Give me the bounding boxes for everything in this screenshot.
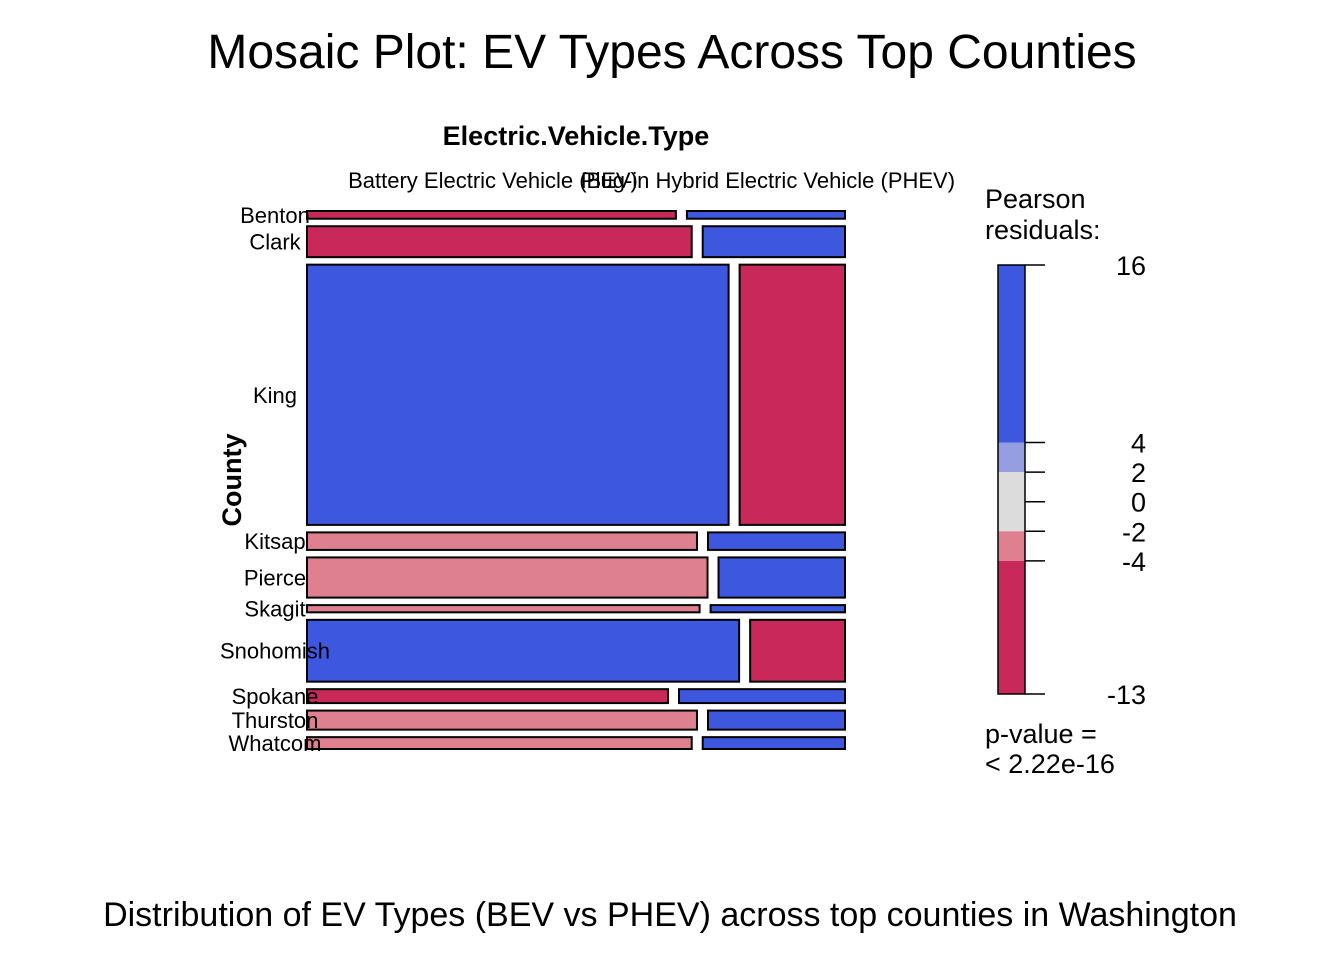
- legend-tick-label: -13: [1107, 680, 1146, 710]
- legend-band-neg-strong: [998, 560, 1025, 694]
- row-label-king: King: [253, 383, 297, 408]
- tile-pierce-phev: [717, 556, 847, 599]
- legend-tick-label: -2: [1122, 517, 1146, 547]
- row-label-pierce: Pierce: [244, 566, 306, 591]
- legend-band-pos-strong: [998, 265, 1025, 443]
- legend-ticks: 16 420-2-4 -13: [1025, 251, 1146, 710]
- tile-benton-phev: [685, 210, 847, 220]
- column-variable-label: Electric.Vehicle.Type: [443, 121, 710, 151]
- legend-tick-label: 0: [1131, 488, 1146, 518]
- tile-kitsap-bev: [306, 531, 698, 551]
- legend-band-pos-mild: [998, 442, 1025, 473]
- tile-benton-bev: [306, 210, 677, 220]
- row-label-whatcom: Whatcom: [229, 731, 322, 756]
- legend-bar-frame: [997, 264, 1026, 695]
- tile-pierce-bev: [306, 556, 709, 599]
- tile-thurston-phev: [706, 709, 846, 731]
- tile-skagit-phev: [709, 604, 846, 614]
- tile-snohomish-phev: [749, 618, 847, 683]
- chart-title: Mosaic Plot: EV Types Across Top Countie…: [207, 26, 1136, 79]
- row-variable-label: County: [217, 434, 247, 527]
- legend-band-neg-mild: [998, 531, 1025, 561]
- mosaic-tiles: [306, 210, 847, 751]
- legend-tick-label: 2: [1131, 458, 1146, 488]
- tile-spokane-phev: [677, 688, 846, 705]
- row-label-kitsap: Kitsap: [244, 529, 305, 554]
- legend-title-line-2: residuals:: [985, 215, 1101, 245]
- row-label-clark: Clark: [249, 230, 301, 255]
- tile-skagit-bev: [306, 604, 701, 614]
- row-label-benton: Benton: [240, 203, 310, 228]
- column-level-label-bev: Battery Electric Vehicle (BEV): [348, 168, 638, 193]
- legend-color-bar: [997, 264, 1026, 695]
- legend-tick-label: 4: [1131, 429, 1146, 459]
- tile-kitsap-phev: [706, 531, 846, 551]
- row-label-spokane: Spokane: [232, 684, 319, 709]
- tile-king-phev: [738, 263, 846, 526]
- legend-tick-label: -4: [1122, 547, 1146, 577]
- tile-whatcom-bev: [306, 736, 693, 751]
- tile-spokane-bev: [306, 688, 669, 705]
- chart-caption: Distribution of EV Types (BEV vs PHEV) a…: [103, 896, 1237, 934]
- tile-whatcom-phev: [701, 736, 847, 751]
- pvalue-line-2: < 2.22e-16: [985, 749, 1115, 779]
- pvalue-line-1: p-value =: [985, 719, 1097, 749]
- row-label-thurston: Thurston: [232, 708, 319, 733]
- row-label-skagit: Skagit: [244, 597, 305, 622]
- tile-clark-bev: [306, 225, 693, 259]
- row-label-snohomish: Snohomish: [220, 639, 330, 664]
- tile-snohomish-bev: [306, 618, 741, 683]
- column-level-label-phev: Plug-in Hybrid Electric Vehicle (PHEV): [581, 168, 955, 193]
- tile-thurston-bev: [306, 709, 698, 731]
- legend-band-neutral: [998, 472, 1025, 532]
- legend: Pearson residuals: 16 420-2-4 -13 p-value …: [985, 184, 1146, 779]
- legend-tick-label: 16: [1116, 251, 1146, 281]
- tile-clark-phev: [701, 225, 847, 259]
- tile-king-bev: [306, 263, 730, 526]
- legend-title-line-1: Pearson: [985, 184, 1086, 214]
